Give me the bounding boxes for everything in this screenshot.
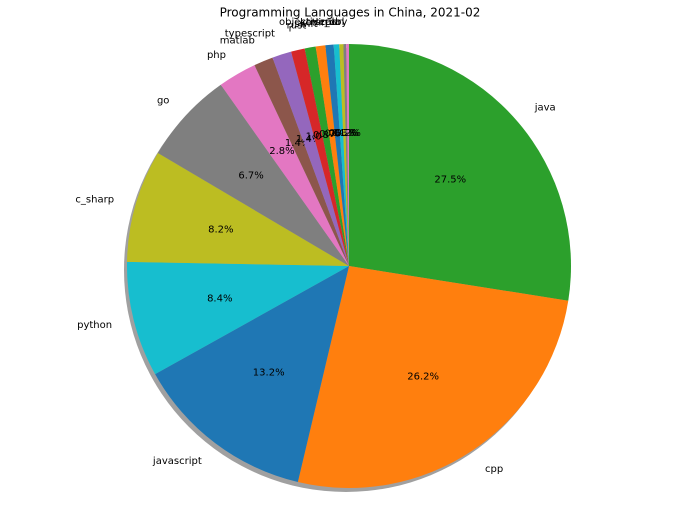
pie-slice: [339, 44, 349, 266]
slice-label: go: [157, 96, 169, 107]
slice-label: ruby: [325, 17, 348, 28]
slice-label: perl: [325, 17, 344, 28]
pie-slice: [325, 44, 349, 266]
slice-label: typescript: [225, 28, 275, 39]
pie-slice: [220, 65, 349, 267]
percent-label: 0.3%: [332, 128, 357, 139]
pie-slice: [157, 84, 349, 266]
slice-label: c_sharp: [75, 194, 114, 205]
pie-slice: [127, 152, 350, 266]
slice-label: rust: [287, 21, 307, 32]
slice-label: javascript: [152, 456, 202, 467]
percent-label: 0.2%: [335, 128, 360, 139]
percent-label: 6.7%: [238, 171, 263, 182]
percent-label: 8.4%: [207, 293, 232, 304]
percent-label: 0.7%: [319, 129, 344, 140]
percent-label: 27.5%: [434, 174, 466, 185]
percent-label: 13.2%: [253, 367, 285, 378]
percent-label: 1.4%: [285, 138, 310, 149]
percent-label: 26.2%: [407, 372, 439, 383]
slice-label: kotlin: [300, 18, 327, 29]
pie-slice: [349, 44, 571, 301]
pie-slice: [126, 261, 349, 375]
pie-slice: [272, 51, 349, 267]
percent-label: 0.8%: [313, 130, 338, 141]
slice-label: objective_c: [279, 17, 335, 28]
slice-label: php: [207, 50, 226, 61]
percent-label: 1.4%: [296, 134, 321, 145]
pie-slice: [315, 45, 349, 266]
slice-label: java: [534, 102, 556, 113]
slice-label: r: [289, 23, 294, 34]
slice-label: swift: [294, 19, 318, 30]
pie-slice: [155, 266, 349, 483]
pie-slice: [297, 266, 569, 488]
percent-label: 0.6%: [325, 128, 350, 139]
percent-label: 8.2%: [208, 225, 233, 236]
pie-slice: [343, 44, 349, 266]
percent-label: 2.8%: [269, 146, 294, 157]
pie-slice: [304, 46, 349, 266]
slice-label: python: [77, 320, 112, 331]
percent-label: 1.0%: [306, 131, 331, 142]
percent-label: 0.2%: [334, 128, 359, 139]
slice-label: matlab: [220, 36, 255, 47]
pie-slice: [346, 44, 349, 266]
chart-title: Programming Languages in China, 2021-02: [220, 6, 481, 20]
pie-slice: [291, 48, 349, 266]
pie-slice: [254, 57, 349, 267]
pie-slice: [333, 44, 349, 266]
slice-label: scala: [315, 17, 341, 28]
percent-label: 0.4%: [329, 128, 354, 139]
slice-label: cpp: [485, 464, 503, 475]
